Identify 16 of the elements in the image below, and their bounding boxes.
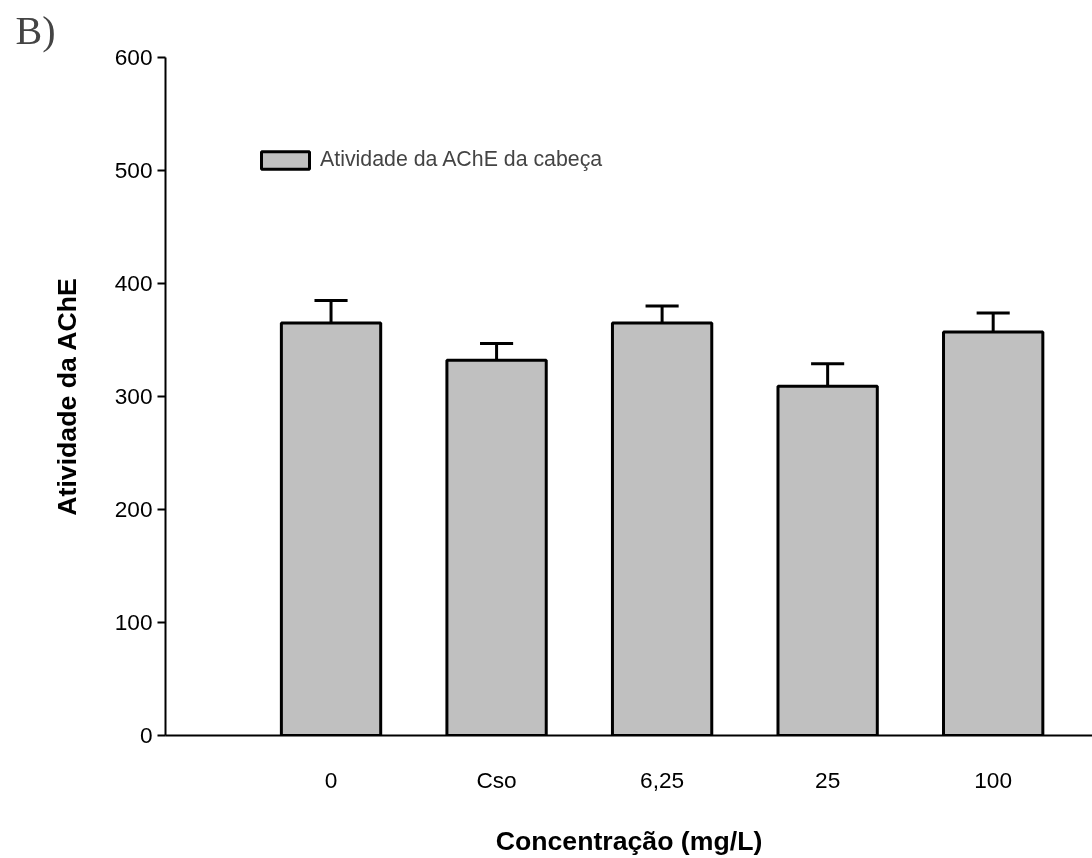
y-tick-label: 0	[139, 722, 153, 748]
x-axis-title: Concentração (mg/L)	[495, 825, 763, 856]
y-tick-label: 100	[114, 609, 153, 635]
x-tick-label: Cso	[476, 766, 517, 793]
chart-title: B)	[15, 7, 56, 53]
x-tick-label: 25	[815, 766, 841, 793]
y-tick-label: 500	[114, 157, 153, 183]
x-tick-label: 0	[324, 766, 338, 793]
y-tick-label: 200	[114, 496, 153, 522]
x-tick-label: 6,25	[640, 766, 685, 793]
y-tick-label: 600	[114, 44, 153, 70]
y-axis-title: Atividade da AChE	[51, 278, 82, 516]
legend-label: Atividade da AChE da cabeça	[320, 147, 603, 172]
x-tick-label: 100	[974, 766, 1013, 793]
y-tick-label: 300	[114, 383, 153, 409]
y-tick-label: 400	[114, 270, 153, 296]
